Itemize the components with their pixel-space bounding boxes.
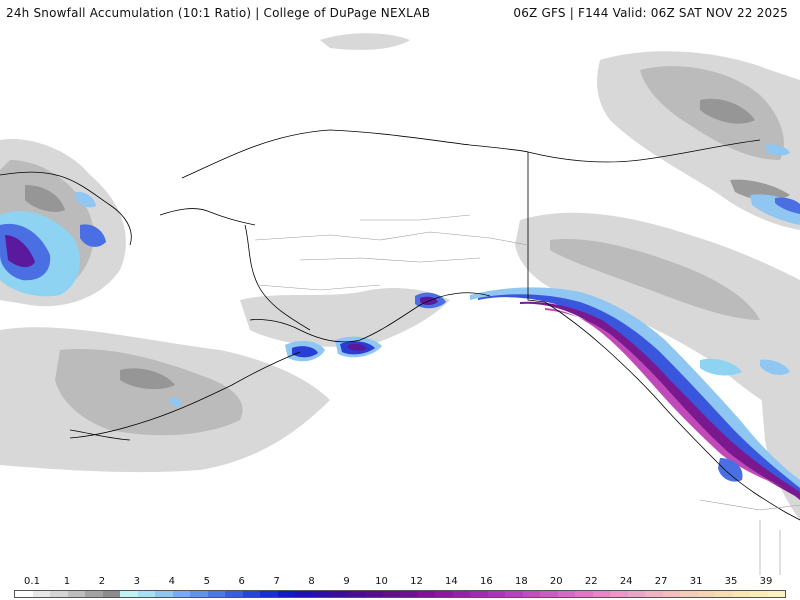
legend-swatch [365,591,383,597]
legend-swatch [715,591,733,597]
legend-swatch [505,591,523,597]
legend-tick-label: 35 [724,576,738,587]
legend-tick-label: 12 [410,576,423,587]
legend-swatch [155,591,173,597]
legend-tick-label: 5 [203,576,210,587]
legend-swatch [627,591,645,597]
legend-tick-label: 8 [308,576,315,587]
snowfall-map [0,24,800,575]
legend-swatch [32,591,50,597]
legend-tick-label: 24 [619,576,633,587]
legend-tick-label: 31 [689,576,703,587]
legend-swatch [50,591,68,597]
legend-swatch [260,591,278,597]
legend-swatch [120,591,138,597]
legend-tick-label: 14 [445,576,458,587]
legend-swatch [15,591,33,597]
legend-swatch [680,591,698,597]
legend-swatch [67,591,85,597]
legend-tick-label: 0.1 [24,576,40,587]
map-panel [0,24,800,575]
legend-tick-label: 39 [759,576,773,587]
legend-swatch [732,591,750,597]
color-legend: 0.1 1 2 3 4 5 6 7 8 9 10 12 14 16 18 20 22 24 27 31 35 39 [0,575,800,600]
legend-swatch [382,591,400,597]
legend-swatch [452,591,470,597]
legend-swatch [697,591,715,597]
legend-swatch [645,591,663,597]
legend-tick-label: 10 [375,576,388,587]
legend-swatch [347,591,365,597]
legend-swatch [295,591,313,597]
panhandle-coast [544,301,800,521]
legend-swatch [592,591,610,597]
legend-swatch [242,591,260,597]
legend-tick-label: 7 [273,576,280,587]
heavier-snow-areas [25,98,790,390]
legend-tick-label: 20 [549,576,563,587]
legend-tick-label: 4 [168,576,175,587]
legend-swatch [277,591,295,597]
legend-color-bar [14,590,786,598]
legend-tick-label: 3 [133,576,141,587]
legend-tick-label: 16 [480,576,493,587]
legend-swatch [312,591,330,597]
legend-swatch [522,591,540,597]
legend-swatch [172,591,190,597]
legend-swatch [540,591,558,597]
legend-swatch [470,591,488,597]
legend-swatch [85,591,103,597]
legend-swatch [190,591,208,597]
legend-tick-label: 6 [238,576,245,587]
legend-swatch [400,591,418,597]
legend-swatch [102,591,120,597]
legend-swatch [417,591,435,597]
legend-swatch [487,591,505,597]
legend-swatch [330,591,348,597]
legend-swatch [557,591,575,597]
legend-swatch [750,591,768,597]
legend-swatch [610,591,628,597]
legend-swatch [767,591,785,597]
region-lines [254,214,800,575]
legend-swatch [662,591,680,597]
legend-tick-label: 18 [514,576,528,587]
model-run-valid-time: 06Z GFS | F144 Valid: 06Z SAT NOV 22 202… [513,6,788,20]
legend-tick-label: 9 [343,576,350,587]
header-bar: 24h Snowfall Accumulation (10:1 Ratio) |… [0,0,800,25]
heavy-snow-maxima [0,144,800,500]
legend-tick-label: 1 [63,576,71,587]
product-title: 24h Snowfall Accumulation (10:1 Ratio) |… [6,6,431,20]
legend-tick-label: 27 [654,576,668,587]
legend-tick-label: 22 [584,576,598,587]
legend-tick-label: 2 [98,576,106,587]
yukon-panhandle-line [527,152,546,303]
chukotka-coast [0,171,132,246]
legend-swatch [225,591,243,597]
legend-swatch [575,591,593,597]
legend-swatch [435,591,453,597]
legend-swatch [207,591,225,597]
legend-swatch [137,591,155,597]
legend-tick-labels: 0.1 1 2 3 4 5 6 7 8 9 10 12 14 16 18 20 22 24 27 31 35 39 [0,575,800,589]
